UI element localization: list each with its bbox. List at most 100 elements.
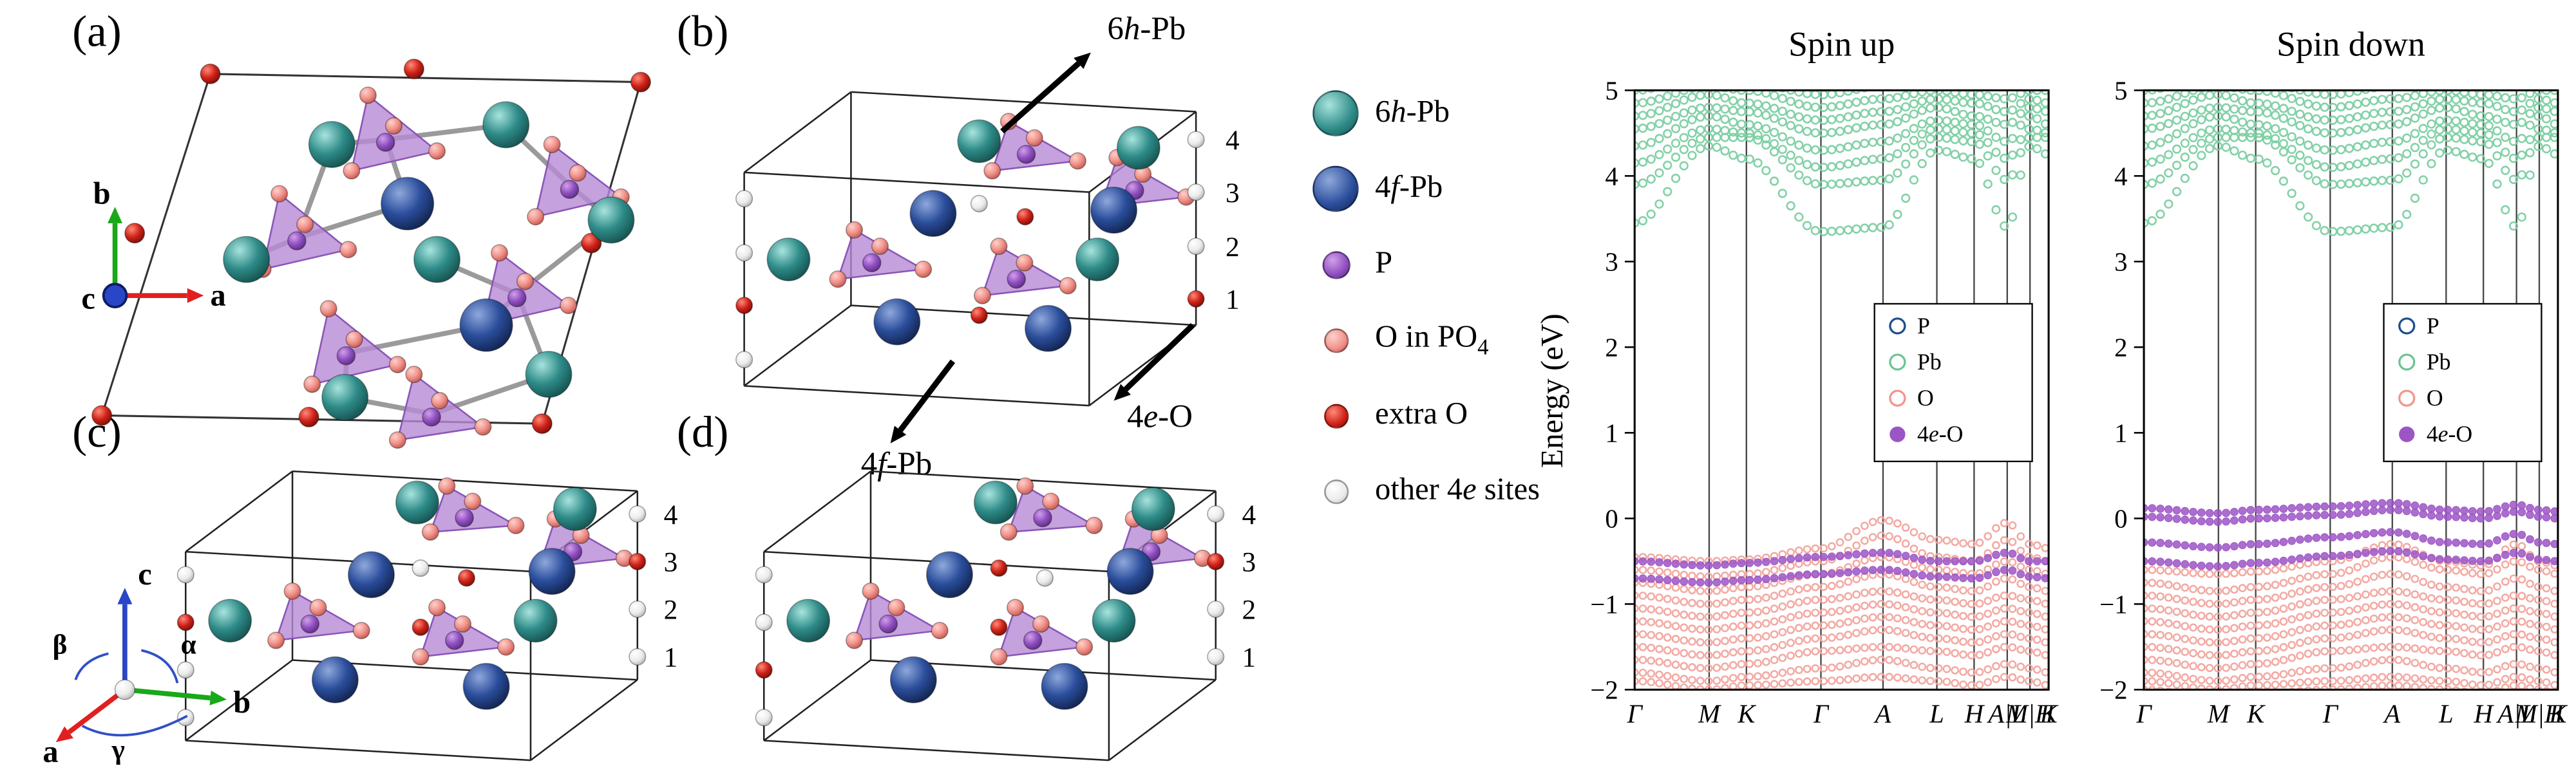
4e-site-atom bbox=[735, 244, 753, 262]
6h-pb-atom bbox=[208, 599, 252, 643]
band-point bbox=[1646, 154, 1656, 164]
band-point bbox=[1769, 127, 1779, 137]
band-point bbox=[1967, 612, 1976, 621]
band-point bbox=[1885, 548, 1894, 557]
band-point bbox=[2533, 124, 2543, 134]
band-point bbox=[1934, 664, 1943, 673]
band-point bbox=[1827, 663, 1836, 672]
band-point bbox=[2296, 626, 2304, 635]
band-point bbox=[1688, 650, 1696, 658]
band-point bbox=[2008, 643, 2017, 652]
band-point bbox=[2476, 612, 2485, 621]
band-point bbox=[1918, 607, 1927, 615]
band-point bbox=[2410, 603, 2420, 612]
band-point bbox=[2550, 106, 2558, 117]
o-atom bbox=[990, 238, 1008, 256]
band-point bbox=[2271, 505, 2280, 514]
band-point bbox=[2156, 566, 2164, 575]
band-point bbox=[1647, 669, 1656, 678]
band-point bbox=[1835, 552, 1844, 561]
plot-frame bbox=[1633, 89, 2050, 691]
band-point bbox=[1803, 570, 1812, 579]
label-part: O bbox=[1917, 385, 1934, 411]
band-point bbox=[2008, 673, 2017, 682]
band-point bbox=[2459, 96, 2469, 106]
band-point bbox=[2279, 630, 2288, 639]
band-point bbox=[1638, 178, 1648, 188]
band-point bbox=[2189, 516, 2197, 525]
band-point bbox=[2148, 566, 2157, 574]
band-point bbox=[2427, 563, 2436, 572]
band-point bbox=[1992, 524, 2000, 532]
band-point bbox=[1794, 170, 1804, 180]
band-point bbox=[1753, 108, 1763, 118]
annotation-arrow bbox=[1000, 61, 1081, 134]
band-point bbox=[2533, 677, 2543, 686]
legend-label-4e-O: 4e-O bbox=[1917, 421, 1963, 447]
band-point bbox=[1852, 177, 1861, 187]
band-point bbox=[1967, 586, 1976, 595]
site-number: 3 bbox=[1226, 178, 1240, 209]
band-point bbox=[2427, 646, 2436, 655]
band-point bbox=[1909, 545, 1918, 553]
band-point bbox=[2041, 78, 2049, 86]
band-point bbox=[2526, 593, 2534, 602]
band-point bbox=[2000, 566, 2009, 574]
band-point bbox=[2032, 557, 2041, 566]
band-point bbox=[1746, 78, 1754, 86]
band-point bbox=[2402, 133, 2412, 143]
band-point bbox=[2526, 579, 2534, 588]
band-point bbox=[1852, 590, 1861, 599]
band-point bbox=[2237, 117, 2248, 127]
band-point bbox=[1901, 658, 1910, 668]
band-point bbox=[1786, 639, 1795, 648]
band-point bbox=[1835, 619, 1844, 628]
band-point bbox=[2320, 552, 2329, 561]
band-point bbox=[1655, 679, 1663, 687]
band-point bbox=[2501, 147, 2510, 157]
band-point bbox=[2032, 573, 2041, 582]
o-atom bbox=[339, 241, 357, 259]
band-point bbox=[1803, 545, 1812, 554]
6h-pb-atom bbox=[973, 480, 1018, 525]
band-point bbox=[2263, 672, 2271, 681]
band-point bbox=[2181, 682, 2190, 690]
band-point bbox=[2517, 682, 2526, 690]
band-point bbox=[1680, 683, 1689, 690]
band-point bbox=[2000, 107, 2009, 117]
4e-site-atom bbox=[1207, 600, 1225, 618]
band-point bbox=[1975, 625, 1984, 633]
band-point bbox=[1893, 117, 1902, 127]
band-point bbox=[2410, 102, 2420, 112]
other-4e-sites-swatch-icon bbox=[1323, 478, 1349, 503]
cell-edge bbox=[763, 471, 871, 553]
band-point bbox=[2198, 694, 2204, 700]
band-point bbox=[2278, 147, 2289, 157]
band-point bbox=[2255, 621, 2264, 630]
band-point bbox=[2040, 106, 2049, 117]
band-point bbox=[1745, 154, 1754, 164]
band-point bbox=[1893, 614, 1902, 622]
band-point bbox=[1934, 536, 1943, 545]
band-point bbox=[2550, 651, 2558, 660]
p-atom bbox=[455, 508, 474, 528]
band-point bbox=[1654, 94, 1664, 104]
4f-pb-atom bbox=[462, 662, 510, 710]
band-point bbox=[2222, 664, 2230, 672]
band-point bbox=[2336, 532, 2345, 541]
arrow-head bbox=[1113, 384, 1131, 401]
band-point bbox=[2007, 133, 2018, 144]
band-point bbox=[1680, 636, 1689, 645]
band-point bbox=[2410, 129, 2420, 138]
band-point bbox=[2369, 682, 2378, 690]
band-point bbox=[2369, 109, 2379, 118]
label-part: other 4 bbox=[1375, 472, 1463, 508]
band-point bbox=[2525, 170, 2535, 180]
band-point bbox=[1868, 176, 1878, 185]
band-point bbox=[2164, 593, 2173, 602]
band-point bbox=[1917, 106, 1927, 115]
band-point bbox=[2287, 562, 2297, 571]
x-tick-label: Γ bbox=[2136, 699, 2152, 728]
4e-site-atom bbox=[1187, 183, 1205, 201]
